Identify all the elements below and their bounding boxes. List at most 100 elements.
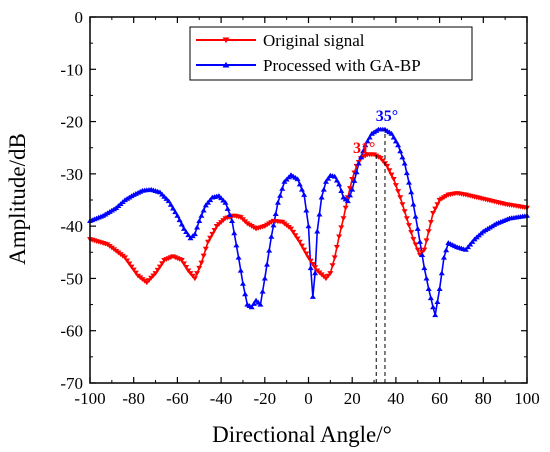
data-point bbox=[342, 205, 349, 211]
data-point bbox=[318, 194, 325, 200]
data-point bbox=[257, 301, 264, 307]
data-point bbox=[331, 255, 338, 261]
data-point bbox=[392, 138, 399, 144]
data-point bbox=[174, 212, 181, 218]
data-point bbox=[298, 186, 305, 192]
data-point bbox=[172, 209, 179, 215]
x-tick-label: -60 bbox=[166, 389, 189, 408]
data-point bbox=[434, 299, 441, 305]
data-point bbox=[462, 246, 469, 252]
data-point bbox=[274, 199, 281, 205]
data-point bbox=[325, 175, 332, 181]
data-point bbox=[187, 271, 194, 276]
data-point bbox=[124, 258, 131, 264]
data-point bbox=[309, 294, 316, 299]
x-tick-label: 100 bbox=[514, 389, 540, 408]
data-point bbox=[259, 288, 266, 294]
y-tick-label: -20 bbox=[60, 113, 83, 132]
data-point bbox=[237, 267, 244, 273]
data-point bbox=[347, 192, 354, 198]
data-point bbox=[327, 271, 334, 276]
data-point bbox=[191, 276, 198, 282]
x-tick-label: 40 bbox=[387, 389, 404, 408]
data-point bbox=[167, 202, 174, 207]
data-point bbox=[443, 247, 450, 253]
y-tick-label: -60 bbox=[60, 322, 83, 341]
data-point bbox=[406, 179, 413, 185]
data-point bbox=[194, 224, 201, 230]
data-point bbox=[467, 241, 474, 247]
data-point bbox=[432, 206, 439, 212]
data-point bbox=[360, 148, 367, 154]
data-point bbox=[261, 275, 268, 281]
data-point bbox=[288, 226, 295, 232]
tick-labels: -100 -80 -60 -40 -20 0 20 40 60 80 100 0 -10 -20 -30 -4… bbox=[60, 8, 539, 408]
data-point bbox=[414, 247, 421, 253]
data-point bbox=[180, 226, 187, 231]
data-point bbox=[320, 186, 327, 192]
data-point bbox=[366, 134, 373, 140]
data-point bbox=[307, 265, 314, 271]
x-tick-label: 20 bbox=[344, 389, 361, 408]
data-point bbox=[301, 247, 308, 253]
data-point bbox=[239, 280, 246, 286]
data-point bbox=[263, 261, 270, 267]
data-point bbox=[425, 229, 432, 235]
data-point bbox=[438, 270, 445, 276]
x-tick-label: 80 bbox=[475, 389, 492, 408]
data-point bbox=[434, 202, 441, 208]
data-point bbox=[416, 239, 423, 244]
data-point bbox=[165, 198, 172, 204]
data-point bbox=[307, 258, 314, 264]
data-point bbox=[191, 231, 198, 237]
series-layer bbox=[89, 128, 528, 316]
data-point bbox=[209, 231, 216, 237]
y-tick-label: -30 bbox=[60, 165, 83, 184]
data-point bbox=[325, 273, 332, 279]
data-point bbox=[333, 177, 340, 183]
x-tick-label: -80 bbox=[122, 389, 145, 408]
data-point bbox=[347, 186, 354, 191]
y-tick-label: -10 bbox=[60, 60, 83, 79]
data-point bbox=[390, 176, 397, 182]
data-point bbox=[351, 178, 358, 183]
data-point bbox=[340, 216, 347, 221]
data-point bbox=[296, 181, 303, 187]
annotation-layer: 31°35° bbox=[353, 108, 398, 383]
data-point bbox=[390, 134, 397, 140]
legend-marker-processed bbox=[222, 61, 230, 68]
data-point bbox=[397, 195, 404, 201]
data-point bbox=[178, 258, 185, 263]
data-point bbox=[414, 226, 421, 231]
data-point bbox=[397, 148, 404, 154]
data-point bbox=[410, 237, 417, 242]
data-point bbox=[198, 260, 205, 266]
data-point bbox=[248, 304, 255, 310]
data-point bbox=[292, 233, 299, 238]
data-point bbox=[336, 181, 343, 187]
data-point bbox=[408, 230, 415, 235]
data-point bbox=[200, 207, 207, 213]
data-point bbox=[178, 221, 185, 227]
data-point bbox=[331, 173, 338, 179]
data-point bbox=[222, 199, 229, 205]
legend-label-original: Original signal bbox=[263, 31, 365, 50]
data-point bbox=[196, 265, 203, 271]
data-point bbox=[305, 223, 312, 229]
data-point bbox=[364, 138, 371, 144]
data-point bbox=[185, 232, 192, 238]
data-point bbox=[296, 239, 303, 245]
data-point bbox=[303, 207, 310, 213]
data-point bbox=[312, 270, 319, 276]
data-point bbox=[344, 198, 351, 204]
data-point bbox=[427, 220, 434, 225]
data-point bbox=[290, 229, 297, 235]
data-point bbox=[440, 254, 447, 260]
annotation-label-1: 35° bbox=[376, 108, 398, 125]
series-markers-1 bbox=[87, 126, 530, 318]
x-axis-title: Directional Angle/° bbox=[212, 422, 392, 447]
data-point bbox=[268, 233, 275, 239]
data-point bbox=[423, 238, 430, 244]
data-point bbox=[198, 212, 205, 218]
